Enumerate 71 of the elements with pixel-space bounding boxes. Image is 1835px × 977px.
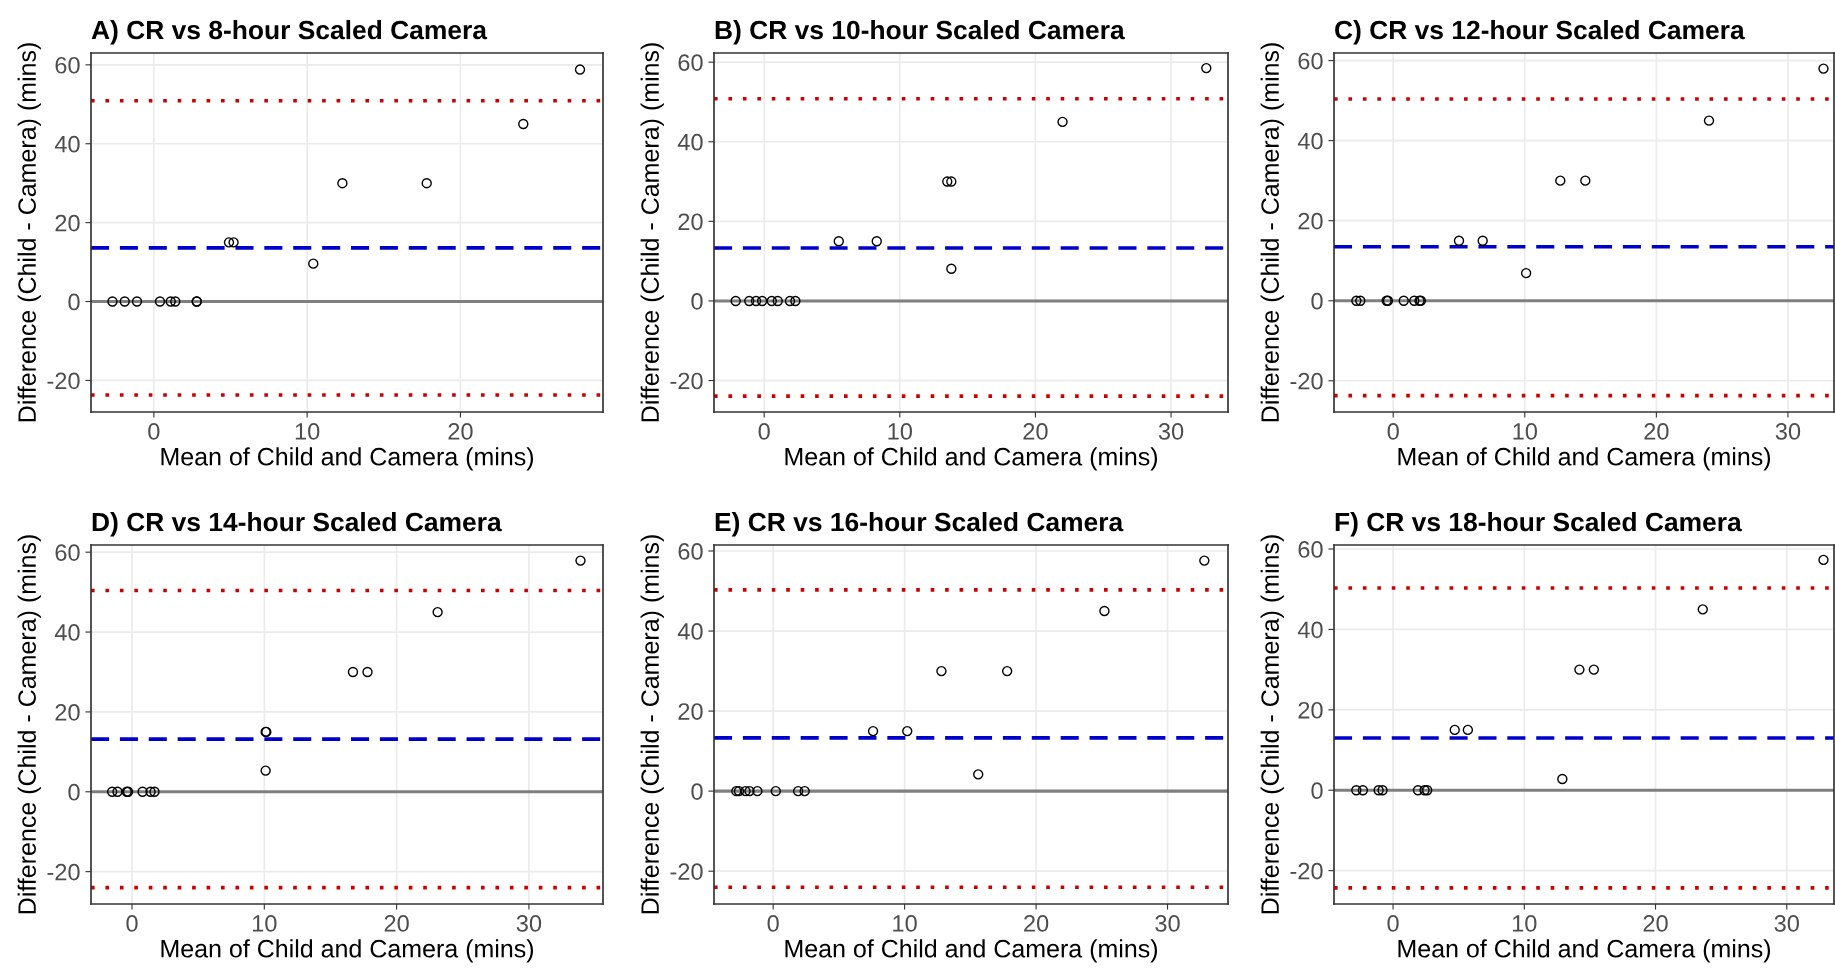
y-tick-label: 40: [54, 135, 80, 153]
y-tick-label: 40: [54, 624, 80, 641]
x-tick-label: 10: [1512, 915, 1537, 932]
y-tick-label: -20: [1290, 862, 1323, 880]
y-tick-label: -20: [47, 863, 80, 881]
chart-title: F) CR vs 18-hour Scaled Camera: [1335, 511, 1742, 537]
x-axis-title: Mean of Child and Camera (mins): [1398, 447, 1771, 471]
x-tick-label: 0: [1387, 423, 1399, 440]
y-tick-label: 20: [678, 213, 703, 231]
y-tick-label: 60: [1298, 52, 1323, 70]
x-axis-title: Mean of Child and Camera (mins): [785, 447, 1158, 471]
y-tick-label: 0: [691, 783, 703, 800]
y-axis-title: Difference (Child - Camera) (mins): [1260, 43, 1284, 422]
x-tick-label: 0: [148, 423, 160, 440]
y-tick-label: 0: [68, 293, 80, 311]
x-tick-label: 0: [758, 423, 770, 440]
x-tick-label: 30: [1158, 423, 1184, 440]
y-tick-label: 40: [1297, 621, 1323, 639]
x-tick-label: 20: [384, 915, 409, 932]
x-tick-label: 20: [448, 423, 473, 440]
y-axis-title: Difference (Child - Camera) (mins): [640, 535, 664, 914]
x-tick-label: 20: [1643, 915, 1668, 932]
x-tick-label: 0: [126, 915, 138, 932]
y-tick-label: -20: [47, 372, 80, 390]
x-tick-label: 20: [1024, 915, 1049, 932]
x-tick-label: 0: [1387, 915, 1399, 932]
x-tick-label: 20: [1023, 423, 1048, 440]
x-tick-label: 10: [1513, 423, 1537, 440]
y-tick-label: 0: [1311, 782, 1323, 800]
y-tick-label: 60: [678, 543, 703, 560]
chart-title: E) CR vs 16-hour Scaled Camera: [715, 511, 1124, 537]
x-tick-label: 30: [516, 915, 542, 932]
x-axis-title: Mean of Child and Camera (mins): [785, 939, 1158, 963]
y-tick-label: 60: [55, 544, 80, 561]
y-tick-label: 0: [1311, 292, 1323, 310]
y-tick-label: 20: [678, 703, 703, 720]
y-tick-label: 60: [1298, 541, 1323, 558]
x-tick-label: 10: [893, 915, 917, 932]
chart-title: C) CR vs 12-hour Scaled Camera: [1335, 19, 1745, 45]
y-tick-label: 60: [678, 54, 703, 71]
x-tick-label: 30: [1774, 915, 1799, 932]
y-tick-label: 0: [68, 783, 80, 801]
y-axis-title: Difference (Child - Camera) (mins): [640, 43, 664, 422]
y-tick-label: -20: [670, 863, 703, 880]
x-tick-label: 30: [1155, 915, 1180, 932]
y-axis-title: Difference (Child - Camera) (mins): [1260, 535, 1284, 914]
y-tick-label: 40: [677, 133, 703, 151]
y-tick-label: 40: [677, 623, 703, 640]
x-tick-label: 10: [252, 915, 277, 932]
chart-title: B) CR vs 10-hour Scaled Camera: [715, 19, 1125, 45]
y-axis-title: Difference (Child - Camera) (mins): [17, 43, 41, 422]
x-axis-title: Mean of Child and Camera (mins): [1398, 939, 1771, 963]
y-tick-label: -20: [670, 372, 703, 390]
y-tick-label: -20: [1290, 372, 1323, 390]
y-tick-label: 0: [691, 293, 703, 310]
y-tick-label: 20: [1298, 212, 1323, 230]
x-tick-label: 0: [767, 915, 779, 932]
x-tick-label: 10: [888, 423, 913, 440]
chart-title: A) CR vs 8-hour Scaled Camera: [91, 19, 488, 45]
y-axis-title: Difference (Child - Camera) (mins): [17, 535, 41, 914]
y-tick-label: 60: [55, 56, 80, 74]
x-tick-label: 20: [1644, 423, 1669, 440]
x-axis-title: Mean of Child and Camera (mins): [161, 939, 534, 963]
x-tick-label: 30: [1775, 423, 1801, 440]
x-axis-title: Mean of Child and Camera (mins): [161, 447, 534, 471]
y-tick-label: 20: [55, 703, 80, 721]
chart-title: D) CR vs 14-hour Scaled Camera: [92, 511, 502, 537]
y-tick-label: 20: [1298, 701, 1323, 719]
y-tick-label: 20: [55, 214, 80, 232]
x-tick-label: 10: [295, 423, 320, 440]
y-tick-label: 40: [1297, 132, 1323, 150]
